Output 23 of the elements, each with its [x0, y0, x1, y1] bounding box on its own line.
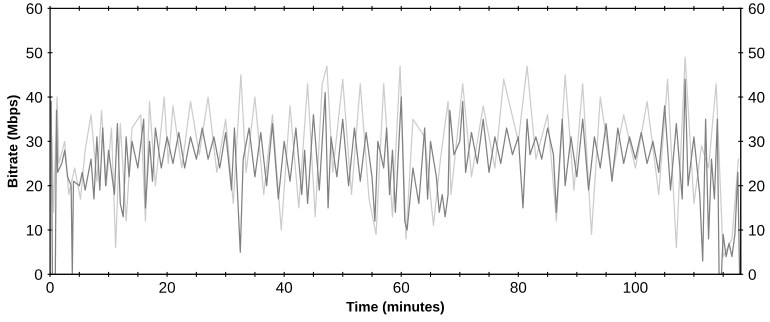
- y2-tick-label: 30: [748, 136, 764, 148]
- y-tick-label: 30: [26, 136, 42, 148]
- y-tick-label: 50: [26, 48, 42, 58]
- y2-tick-label: 10: [749, 224, 764, 236]
- y-tick-label: 60: [26, 3, 42, 14]
- line-series: [51, 56, 740, 258]
- x-axis-title: Time (minutes): [346, 301, 444, 314]
- y-axis-title: Bitrate (Mbps): [7, 95, 20, 188]
- y-tick-label: 40: [26, 92, 42, 103]
- y2-tick-label: 60: [748, 3, 764, 14]
- x-tick-label: 0: [46, 282, 54, 293]
- y2-tick-label: 40: [748, 92, 764, 103]
- y2-tick-label: 0: [748, 269, 756, 280]
- x-tick-label: 60: [394, 282, 410, 293]
- x-tick-label: 40: [276, 282, 292, 293]
- y-tick-label: 10: [26, 224, 42, 236]
- y-tick-label: 0: [34, 269, 42, 280]
- y2-tick-label: 50: [748, 48, 764, 58]
- x-tick-label: 20: [159, 282, 176, 293]
- y-tick-label: 20: [26, 180, 42, 192]
- x-tick-label: 80: [510, 282, 526, 293]
- x-tick-label: 100: [624, 282, 648, 293]
- y2-tick-label: 20: [748, 180, 764, 192]
